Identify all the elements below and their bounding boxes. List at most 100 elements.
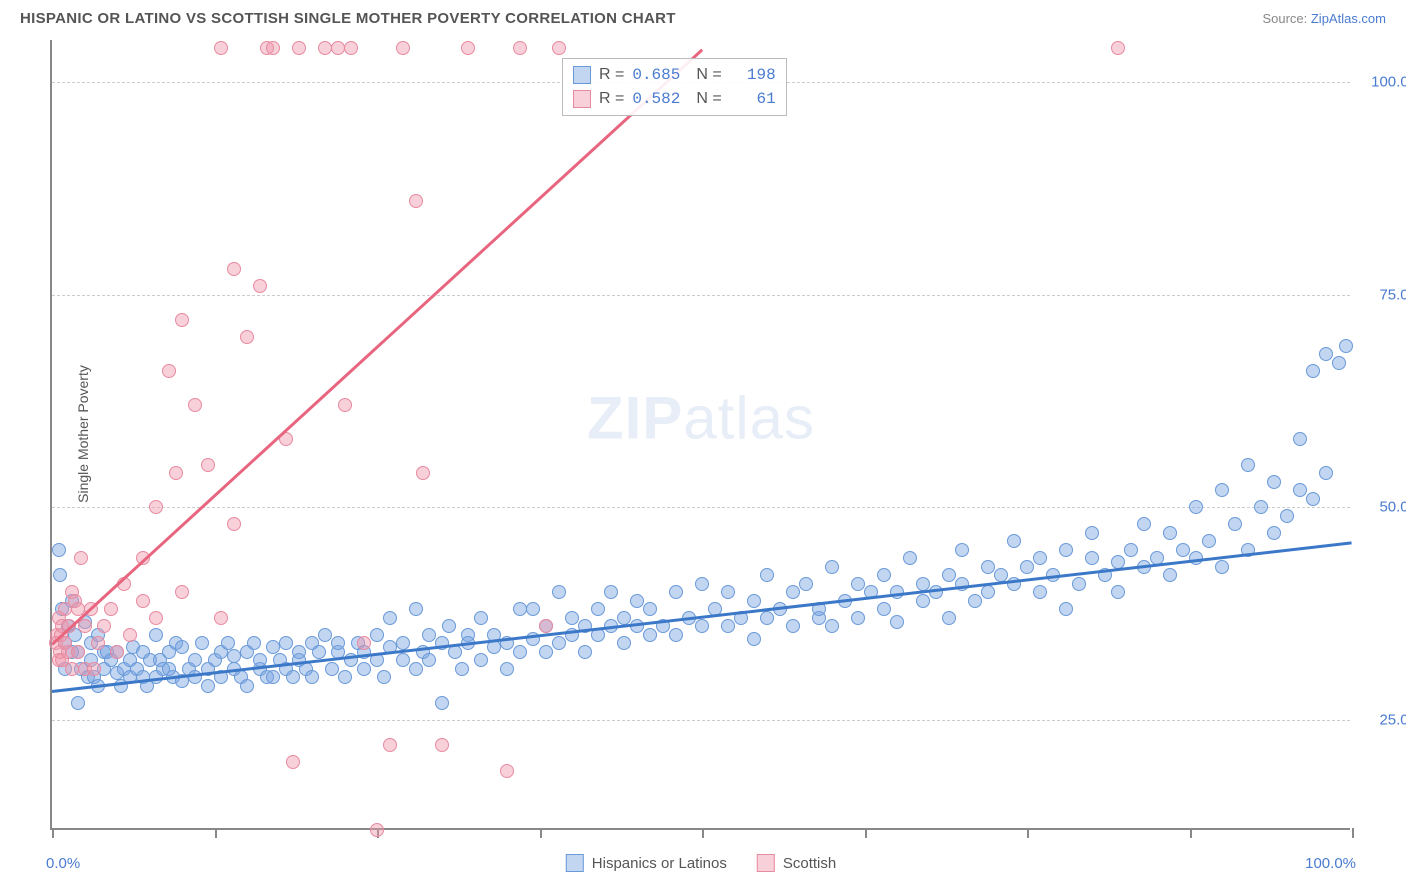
scatter-point — [1306, 364, 1320, 378]
chart-title: HISPANIC OR LATINO VS SCOTTISH SINGLE MO… — [20, 10, 676, 27]
scatter-point — [331, 636, 345, 650]
scatter-point — [71, 645, 85, 659]
scatter-point — [1202, 534, 1216, 548]
scatter-point — [916, 577, 930, 591]
scatter-point — [981, 585, 995, 599]
scatter-point — [331, 41, 345, 55]
scatter-point — [526, 602, 540, 616]
scatter-point — [104, 602, 118, 616]
scatter-point — [1124, 543, 1138, 557]
scatter-point — [799, 577, 813, 591]
scatter-point — [1339, 339, 1353, 353]
scatter-point — [201, 679, 215, 693]
scatter-point — [52, 543, 66, 557]
scatter-point — [851, 611, 865, 625]
scatter-point — [97, 619, 111, 633]
scatter-point — [539, 645, 553, 659]
scatter-point — [123, 628, 137, 642]
scatter-point — [474, 653, 488, 667]
scatter-point — [721, 619, 735, 633]
x-tick — [540, 828, 542, 838]
scatter-point — [416, 466, 430, 480]
scatter-point — [370, 628, 384, 642]
scatter-point — [1033, 585, 1047, 599]
legend-label: Hispanics or Latinos — [592, 855, 727, 872]
scatter-point — [1319, 466, 1333, 480]
scatter-point — [409, 602, 423, 616]
scatter-point — [435, 738, 449, 752]
scatter-point — [1280, 509, 1294, 523]
source-link[interactable]: ZipAtlas.com — [1311, 11, 1386, 26]
scatter-point — [1241, 458, 1255, 472]
scatter-point — [786, 619, 800, 633]
scatter-point — [383, 738, 397, 752]
scatter-point — [1059, 543, 1073, 557]
scatter-point — [1163, 568, 1177, 582]
scatter-point — [1293, 432, 1307, 446]
scatter-point — [201, 458, 215, 472]
scatter-point — [53, 568, 67, 582]
scatter-point — [747, 594, 761, 608]
scatter-point — [760, 568, 774, 582]
scatter-point — [630, 594, 644, 608]
scatter-point — [286, 755, 300, 769]
x-tick — [865, 828, 867, 838]
scatter-point — [74, 551, 88, 565]
scatter-point — [396, 653, 410, 667]
scatter-point — [357, 636, 371, 650]
scatter-point — [188, 398, 202, 412]
scatter-point — [825, 560, 839, 574]
scatter-point — [136, 594, 150, 608]
scatter-point — [1293, 483, 1307, 497]
scatter-point — [442, 619, 456, 633]
x-tick — [52, 828, 54, 838]
scatter-point — [149, 611, 163, 625]
scatter-point — [227, 262, 241, 276]
scatter-point — [292, 41, 306, 55]
x-tick — [215, 828, 217, 838]
scatter-point — [760, 611, 774, 625]
x-tick — [1352, 828, 1354, 838]
scatter-point — [669, 628, 683, 642]
x-tick — [1027, 828, 1029, 838]
scatter-point — [175, 640, 189, 654]
scatter-point — [1085, 551, 1099, 565]
scatter-point — [643, 602, 657, 616]
scatter-point — [1137, 517, 1151, 531]
bottom-legend: Hispanics or Latinos Scottish — [566, 854, 836, 872]
scatter-point — [1254, 500, 1268, 514]
legend-label: Scottish — [783, 855, 836, 872]
legend-item: Hispanics or Latinos — [566, 854, 727, 872]
scatter-point — [110, 645, 124, 659]
scatter-point — [409, 662, 423, 676]
scatter-point — [513, 645, 527, 659]
scatter-point — [188, 653, 202, 667]
scatter-point — [747, 632, 761, 646]
scatter-point — [396, 41, 410, 55]
scatter-point — [253, 279, 267, 293]
scatter-point — [149, 628, 163, 642]
scatter-point — [669, 585, 683, 599]
scatter-point — [565, 611, 579, 625]
y-axis-label: Single Mother Poverty — [75, 365, 91, 503]
scatter-point — [1020, 560, 1034, 574]
x-tick — [702, 828, 704, 838]
scatter-point — [552, 41, 566, 55]
scatter-point — [175, 313, 189, 327]
scatter-point — [591, 602, 605, 616]
scatter-point — [305, 670, 319, 684]
scatter-point — [175, 585, 189, 599]
scatter-point — [474, 611, 488, 625]
scatter-point — [617, 611, 631, 625]
scatter-point — [422, 628, 436, 642]
scatter-point — [1085, 526, 1099, 540]
scatter-point — [1163, 526, 1177, 540]
scatter-point — [87, 662, 101, 676]
plot-region: ZIPatlas Single Mother Poverty 25.0%50.0… — [50, 40, 1350, 830]
gridline-h — [52, 295, 1350, 296]
scatter-point — [916, 594, 930, 608]
stats-legend-row: R =0.582N =61 — [573, 87, 776, 111]
source-label: Source: ZipAtlas.com — [1262, 11, 1386, 26]
scatter-point — [461, 41, 475, 55]
scatter-point — [1189, 500, 1203, 514]
